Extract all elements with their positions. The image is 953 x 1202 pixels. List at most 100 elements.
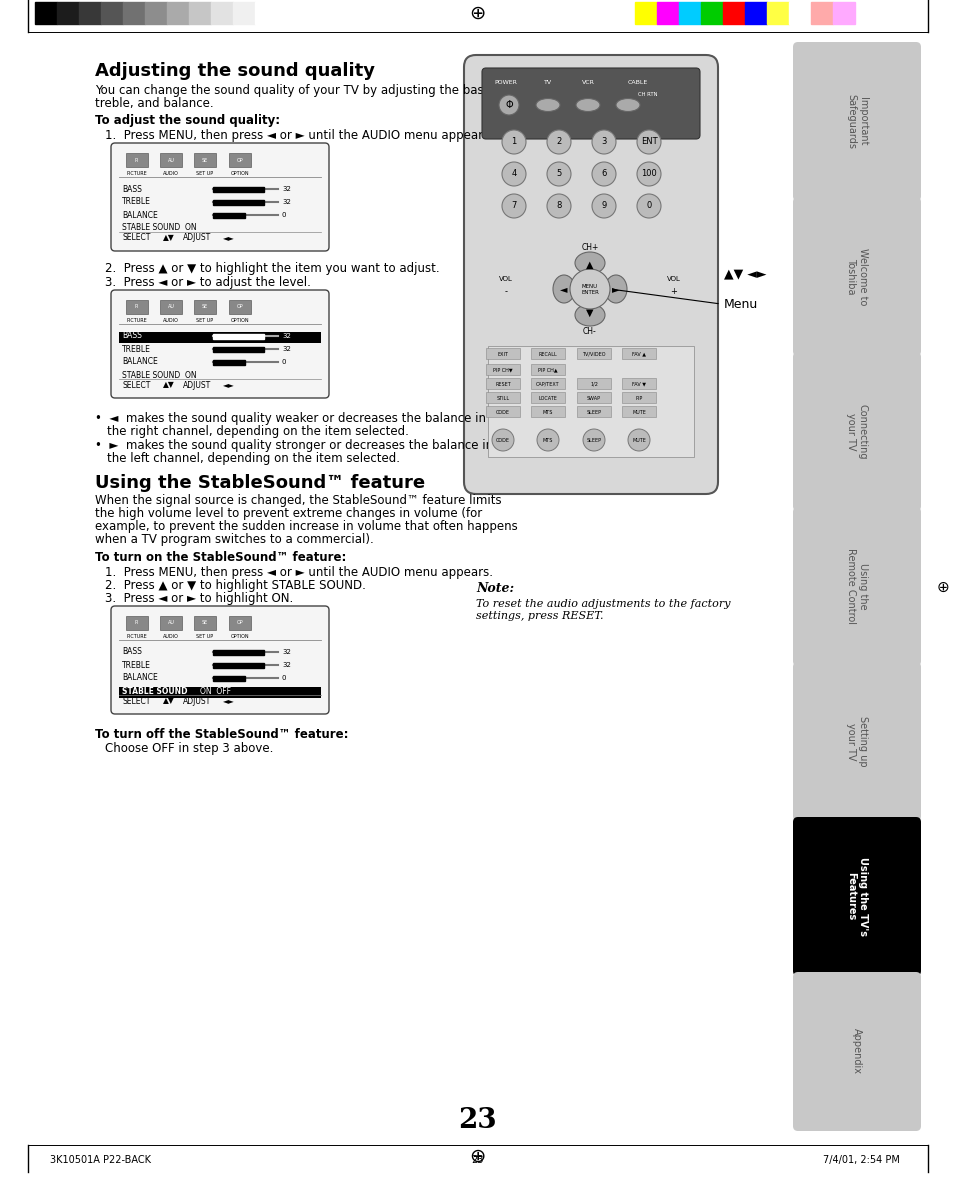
Bar xyxy=(531,349,564,359)
Bar xyxy=(635,2,657,24)
Bar xyxy=(485,349,519,359)
Text: ADJUST: ADJUST xyxy=(183,381,211,389)
Circle shape xyxy=(592,130,616,154)
Text: ADJUST: ADJUST xyxy=(183,696,211,706)
Text: PI: PI xyxy=(134,620,139,625)
Bar xyxy=(485,406,519,417)
FancyBboxPatch shape xyxy=(792,817,920,976)
Bar xyxy=(621,349,656,359)
Bar xyxy=(119,688,320,698)
Text: 2.  Press ▲ or ▼ to highlight STABLE SOUND.: 2. Press ▲ or ▼ to highlight STABLE SOUN… xyxy=(105,579,366,593)
FancyBboxPatch shape xyxy=(792,662,920,821)
Bar xyxy=(193,153,215,167)
Ellipse shape xyxy=(576,99,599,112)
FancyBboxPatch shape xyxy=(463,55,718,494)
Bar xyxy=(213,361,245,365)
Text: 32: 32 xyxy=(282,662,291,668)
Ellipse shape xyxy=(604,275,626,303)
Circle shape xyxy=(501,130,525,154)
Text: SET UP: SET UP xyxy=(196,633,213,639)
Bar xyxy=(229,153,251,167)
Text: 8: 8 xyxy=(556,202,561,210)
Text: 0: 0 xyxy=(282,212,286,218)
Bar xyxy=(531,392,564,403)
Text: the left channel, depending on the item selected.: the left channel, depending on the item … xyxy=(107,452,399,465)
Text: 3K10501A P22-BACK: 3K10501A P22-BACK xyxy=(50,1155,151,1165)
Text: ENT: ENT xyxy=(640,137,657,147)
Text: the high volume level to prevent extreme changes in volume (for: the high volume level to prevent extreme… xyxy=(95,507,482,520)
Bar xyxy=(79,2,101,24)
Text: 1/2: 1/2 xyxy=(590,381,598,387)
Text: 1.  Press MENU, then press ◄ or ► until the AUDIO menu appears.: 1. Press MENU, then press ◄ or ► until t… xyxy=(105,129,493,142)
Text: ▲▼: ▲▼ xyxy=(163,381,174,389)
Text: MUTE: MUTE xyxy=(632,410,645,415)
Circle shape xyxy=(537,429,558,451)
Text: OPTION: OPTION xyxy=(231,633,249,639)
Text: 0: 0 xyxy=(282,676,286,682)
Text: ON  OFF: ON OFF xyxy=(200,686,231,696)
Text: 1: 1 xyxy=(511,137,517,147)
Text: STABLE SOUND: STABLE SOUND xyxy=(122,686,188,696)
Text: SET UP: SET UP xyxy=(196,171,213,175)
Text: BASS: BASS xyxy=(122,184,142,194)
Text: BASS: BASS xyxy=(122,332,142,340)
Text: 32: 32 xyxy=(282,186,291,192)
Bar xyxy=(485,377,519,389)
Text: 5: 5 xyxy=(556,169,561,179)
Bar xyxy=(126,153,148,167)
Text: •  ◄  makes the sound quality weaker or decreases the balance in: • ◄ makes the sound quality weaker or de… xyxy=(95,412,485,426)
Text: 32: 32 xyxy=(282,649,291,655)
Circle shape xyxy=(582,429,604,451)
Bar xyxy=(35,2,57,24)
Bar xyxy=(213,200,263,206)
FancyBboxPatch shape xyxy=(792,197,920,356)
Text: LOCATE: LOCATE xyxy=(538,395,557,400)
Bar xyxy=(485,364,519,375)
Text: 7: 7 xyxy=(511,202,517,210)
Text: OPTION: OPTION xyxy=(231,171,249,175)
Text: CAP/TEXT: CAP/TEXT xyxy=(536,381,559,387)
Ellipse shape xyxy=(536,99,559,112)
Bar xyxy=(621,406,656,417)
Text: 3: 3 xyxy=(600,137,606,147)
Bar xyxy=(213,188,263,192)
Text: OP: OP xyxy=(236,157,243,162)
Bar xyxy=(254,2,276,24)
Bar xyxy=(679,2,700,24)
Text: AU: AU xyxy=(168,620,174,625)
Text: Setting up
your TV: Setting up your TV xyxy=(845,716,867,767)
Text: SELECT: SELECT xyxy=(123,696,152,706)
Bar xyxy=(233,2,254,24)
Bar xyxy=(577,377,610,389)
Text: ADJUST: ADJUST xyxy=(183,233,211,243)
Text: PI: PI xyxy=(134,157,139,162)
Text: FAV ▲: FAV ▲ xyxy=(631,351,645,357)
Circle shape xyxy=(569,269,609,309)
Bar xyxy=(213,650,263,655)
Ellipse shape xyxy=(553,275,575,303)
Bar xyxy=(160,153,182,167)
Bar xyxy=(621,392,656,403)
Bar xyxy=(832,2,854,24)
FancyBboxPatch shape xyxy=(481,69,700,139)
Text: PIP CH▼: PIP CH▼ xyxy=(493,368,513,373)
Text: Φ: Φ xyxy=(505,100,513,111)
Text: 4: 4 xyxy=(511,169,517,179)
Text: ⊕: ⊕ xyxy=(468,4,485,23)
Text: TREBLE: TREBLE xyxy=(122,197,151,207)
Bar xyxy=(577,349,610,359)
Bar xyxy=(126,300,148,314)
Text: 0: 0 xyxy=(282,359,286,365)
Text: ▲▼: ▲▼ xyxy=(163,233,174,243)
Text: SE: SE xyxy=(202,304,208,309)
Circle shape xyxy=(501,194,525,218)
Text: To turn on the StableSound™ feature:: To turn on the StableSound™ feature: xyxy=(95,551,346,564)
Bar xyxy=(213,347,263,352)
Text: CH-: CH- xyxy=(582,327,597,335)
Bar xyxy=(485,392,519,403)
Text: +: + xyxy=(670,287,677,296)
Bar xyxy=(57,2,79,24)
Text: Connecting
your TV: Connecting your TV xyxy=(845,404,867,459)
Text: TV/VIDEO: TV/VIDEO xyxy=(581,351,605,357)
Text: TV: TV xyxy=(543,81,552,85)
